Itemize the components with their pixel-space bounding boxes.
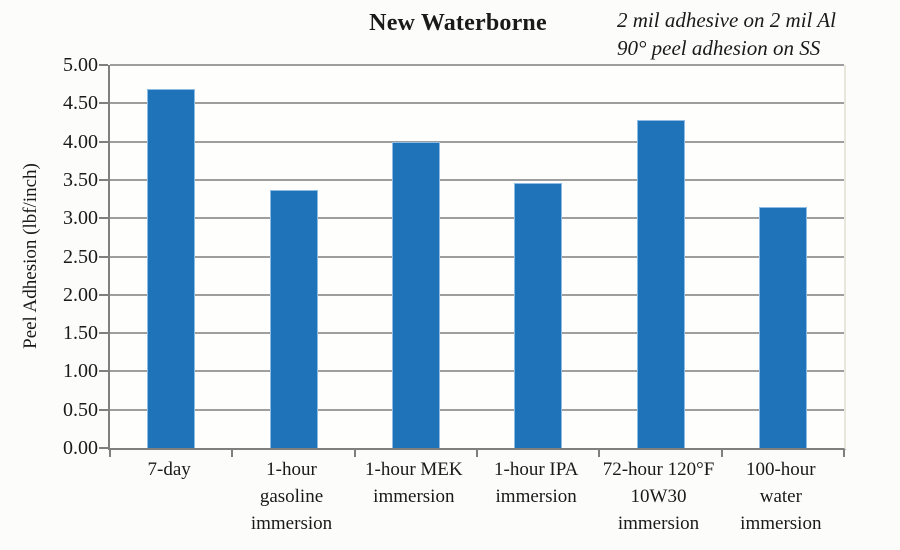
gridline (110, 255, 844, 258)
gridline (110, 178, 844, 181)
x-tick (843, 450, 845, 457)
x-axis-label-line: 1-hour IPA (494, 459, 579, 480)
x-tick (476, 450, 478, 457)
x-axis-label-line: 100-hour (745, 459, 816, 480)
gridline (110, 293, 844, 296)
y-tick (99, 64, 108, 66)
x-tick (598, 450, 601, 457)
x-tick (231, 450, 234, 457)
y-tick-label: 0.00 (63, 437, 98, 459)
x-axis-label-line: water (759, 486, 802, 507)
x-axis-label-line: 1-hour MEK (365, 459, 463, 480)
x-axis-label: 1-hour IPA immersion (475, 456, 597, 510)
x-axis-label: 72-hour 120°F 10W30 immersion (597, 456, 719, 537)
y-tick-label: 3.00 (63, 207, 98, 230)
y-tick-label: 3.50 (63, 168, 98, 191)
gridline (110, 217, 844, 220)
annotation-line-1: 2 mil adhesive on 2 mil Al (617, 8, 836, 32)
bar (758, 207, 807, 448)
y-tick-label: 5.00 (63, 54, 98, 76)
x-axis-label: 1-hour MEK immersion (353, 456, 475, 510)
gridline (110, 408, 844, 411)
y-tick (99, 140, 108, 143)
y-tick-label: 2.50 (63, 245, 98, 268)
chart-title: New Waterborne (369, 10, 547, 36)
y-tick-label: 2.00 (63, 283, 98, 306)
x-axis-label-line: gasoline (259, 486, 324, 507)
y-tick (99, 217, 108, 220)
y-axis-tick-labels: 0.00 0.50 1.00 1.50 2.00 2.50 3.00 3.50 4.00 4.50… (0, 54, 98, 459)
bar (391, 141, 440, 448)
gridline (110, 370, 844, 373)
y-tick-label: 1.00 (63, 360, 98, 383)
bar (269, 189, 318, 448)
bar (636, 120, 685, 448)
y-tick (99, 293, 108, 296)
gridline (110, 64, 844, 66)
x-axis-label: 7-day (108, 456, 230, 483)
x-axis-label: 100-hour water immersion (720, 456, 842, 537)
bar (514, 182, 563, 448)
gridline (110, 140, 844, 143)
x-axis-label-line: immersion (617, 513, 700, 534)
x-tick (720, 450, 723, 457)
x-tick (353, 450, 356, 457)
y-tick-label: 0.50 (63, 398, 98, 421)
y-tick-label: 1.50 (63, 322, 98, 345)
x-axis-label-line: immersion (740, 513, 822, 534)
x-axis-label-line: immersion (373, 486, 455, 507)
x-axis-label-line: 10W30 (630, 486, 687, 507)
gridline (110, 332, 844, 335)
y-tick (99, 447, 108, 449)
y-tick-label: 4.50 (63, 92, 98, 115)
x-axis-label: 1-hour gasoline immersion (230, 456, 352, 537)
y-tick (99, 102, 108, 105)
plot-area (99, 64, 846, 457)
y-tick-label: 4.00 (63, 130, 98, 153)
x-tick (109, 450, 111, 457)
y-tick (99, 255, 108, 258)
y-tick (99, 178, 108, 181)
y-tick (99, 370, 108, 373)
y-tick (99, 332, 108, 335)
x-axis-label-line: 7-day (147, 459, 191, 480)
x-axis-label-line: 1-hour (266, 459, 317, 480)
bar (147, 88, 196, 448)
x-axis-label-line: immersion (250, 513, 333, 534)
annotation-line-2: 90° peel adhesion on SS (617, 36, 821, 60)
x-axis-label-line: 72-hour 120°F (602, 459, 715, 480)
chart-annotation: 2 mil adhesive on 2 mil Al 90° peel adhe… (617, 6, 836, 62)
y-tick (99, 408, 108, 411)
gridline (110, 102, 844, 105)
x-axis-label-line: immersion (495, 486, 577, 507)
